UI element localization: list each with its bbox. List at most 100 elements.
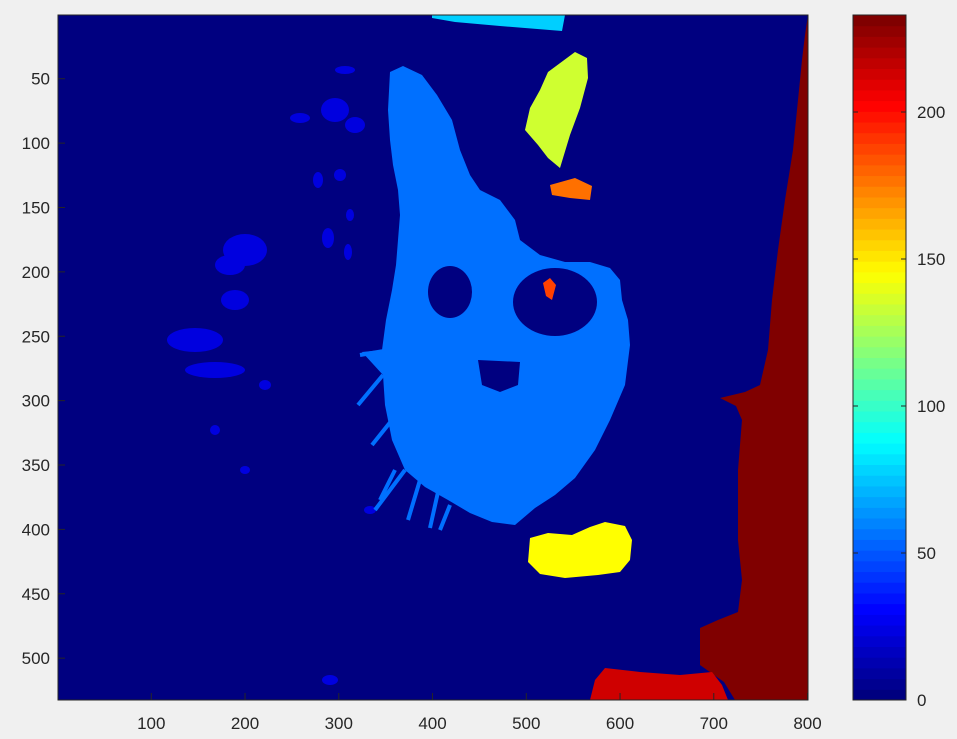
colorbar-band xyxy=(853,154,906,166)
blue-speck xyxy=(346,209,354,221)
colorbar-band xyxy=(853,239,906,251)
colorbar-band xyxy=(853,57,906,70)
blue-speck xyxy=(321,98,349,122)
colorbar-band xyxy=(853,218,906,230)
y-tick-label: 400 xyxy=(22,520,50,539)
colorbar-tick-label: 50 xyxy=(917,544,936,563)
fur-strand xyxy=(373,468,407,512)
x-tick-label: 800 xyxy=(793,714,821,733)
x-tick-label: 500 xyxy=(512,714,540,733)
fur-strand xyxy=(370,418,394,447)
collar-tag xyxy=(528,522,632,578)
colorbar-band xyxy=(853,68,906,80)
colorbar-tick-label: 200 xyxy=(917,103,945,122)
colorbar-band xyxy=(853,657,906,669)
colorbar-tick-label: 0 xyxy=(917,691,926,710)
y-tick-label: 50 xyxy=(31,70,50,89)
colorbar-band xyxy=(853,111,906,123)
colorbar-band xyxy=(853,507,906,519)
blue-speck xyxy=(345,117,365,133)
colorbar-band xyxy=(853,539,906,551)
colorbar-band xyxy=(853,357,906,369)
blue-speck xyxy=(335,66,355,74)
blue-speck xyxy=(259,380,271,390)
y-tick-label: 350 xyxy=(22,456,50,475)
colorbar-band xyxy=(853,667,906,680)
colorbar-band xyxy=(853,646,906,658)
left-eye xyxy=(428,266,472,318)
blue-speck xyxy=(313,172,323,188)
x-tick-label: 400 xyxy=(418,714,446,733)
y-tick-label: 450 xyxy=(22,585,50,604)
colorbar xyxy=(853,15,906,701)
x-tick-label: 600 xyxy=(606,714,634,733)
colorbar-band xyxy=(853,261,906,273)
colorbar-band xyxy=(853,15,906,27)
colorbar-band xyxy=(853,175,906,187)
fur-strand xyxy=(428,491,440,529)
colorbar-band xyxy=(853,550,906,562)
colorbar-band xyxy=(853,164,906,177)
colorbar-frame xyxy=(852,14,907,701)
top-cyan-strip xyxy=(432,15,565,31)
blue-speck xyxy=(322,675,338,685)
colorbar-band xyxy=(853,518,906,530)
y-tick-label: 250 xyxy=(22,327,50,346)
colorbar-band xyxy=(853,186,906,198)
right-eye xyxy=(513,268,597,336)
left-ear-tufts xyxy=(525,52,588,168)
colorbar-band xyxy=(853,453,906,466)
colorbar-band xyxy=(853,603,906,615)
blue-speck xyxy=(334,169,346,181)
fur-strand xyxy=(359,348,391,357)
colorbar-band xyxy=(853,100,906,112)
blue-speck xyxy=(210,425,220,435)
colorbar-band xyxy=(853,346,906,358)
colorbar-band xyxy=(853,571,906,583)
colorbar-band xyxy=(853,443,906,455)
y-tick-label: 500 xyxy=(22,649,50,668)
colorbar-band xyxy=(853,411,906,423)
colorbar-band xyxy=(853,389,906,401)
colorbar-band xyxy=(853,560,906,573)
colorbar-band xyxy=(853,325,906,337)
colorbar-band xyxy=(853,143,906,155)
y-tick-label: 300 xyxy=(22,392,50,411)
blue-speck xyxy=(364,506,376,514)
colorbar-band xyxy=(853,25,906,37)
eye-highlight xyxy=(543,278,556,300)
colorbar-band xyxy=(853,368,906,380)
blue-speck xyxy=(215,255,245,275)
heatmap-plot xyxy=(58,15,808,700)
colorbar-band xyxy=(853,282,906,294)
colorbar-band xyxy=(853,475,906,487)
colorbar-band xyxy=(853,79,906,91)
x-tick-label: 100 xyxy=(137,714,165,733)
ear-highlight xyxy=(550,178,592,200)
x-tick-label: 300 xyxy=(325,714,353,733)
x-axis: 100 200 300 400 500 600 700 800 xyxy=(137,693,822,733)
colorbar-band xyxy=(853,378,906,391)
colorbar-band xyxy=(853,36,906,48)
colorbar-band xyxy=(853,400,906,412)
right-edge-band xyxy=(700,15,808,700)
colorbar-band xyxy=(853,432,906,444)
nose xyxy=(478,360,520,392)
colorbar-tick-label: 150 xyxy=(917,250,945,269)
colorbar-band xyxy=(853,421,906,433)
colorbar-band xyxy=(853,485,906,498)
colorbar-band xyxy=(853,47,906,59)
colorbar-band xyxy=(853,271,906,284)
bottom-red-patch xyxy=(590,668,728,700)
colorbar-band xyxy=(853,582,906,594)
x-tick-label: 200 xyxy=(231,714,259,733)
colorbar-band xyxy=(853,207,906,219)
colorbar-band xyxy=(853,196,906,209)
cat-face-region xyxy=(362,66,630,525)
faint-blue-specks xyxy=(167,66,376,685)
colorbar-band xyxy=(853,132,906,144)
colorbar-band xyxy=(853,89,906,102)
blue-speck xyxy=(344,244,352,260)
blue-speck xyxy=(240,466,250,474)
colorbar-band xyxy=(853,303,906,316)
